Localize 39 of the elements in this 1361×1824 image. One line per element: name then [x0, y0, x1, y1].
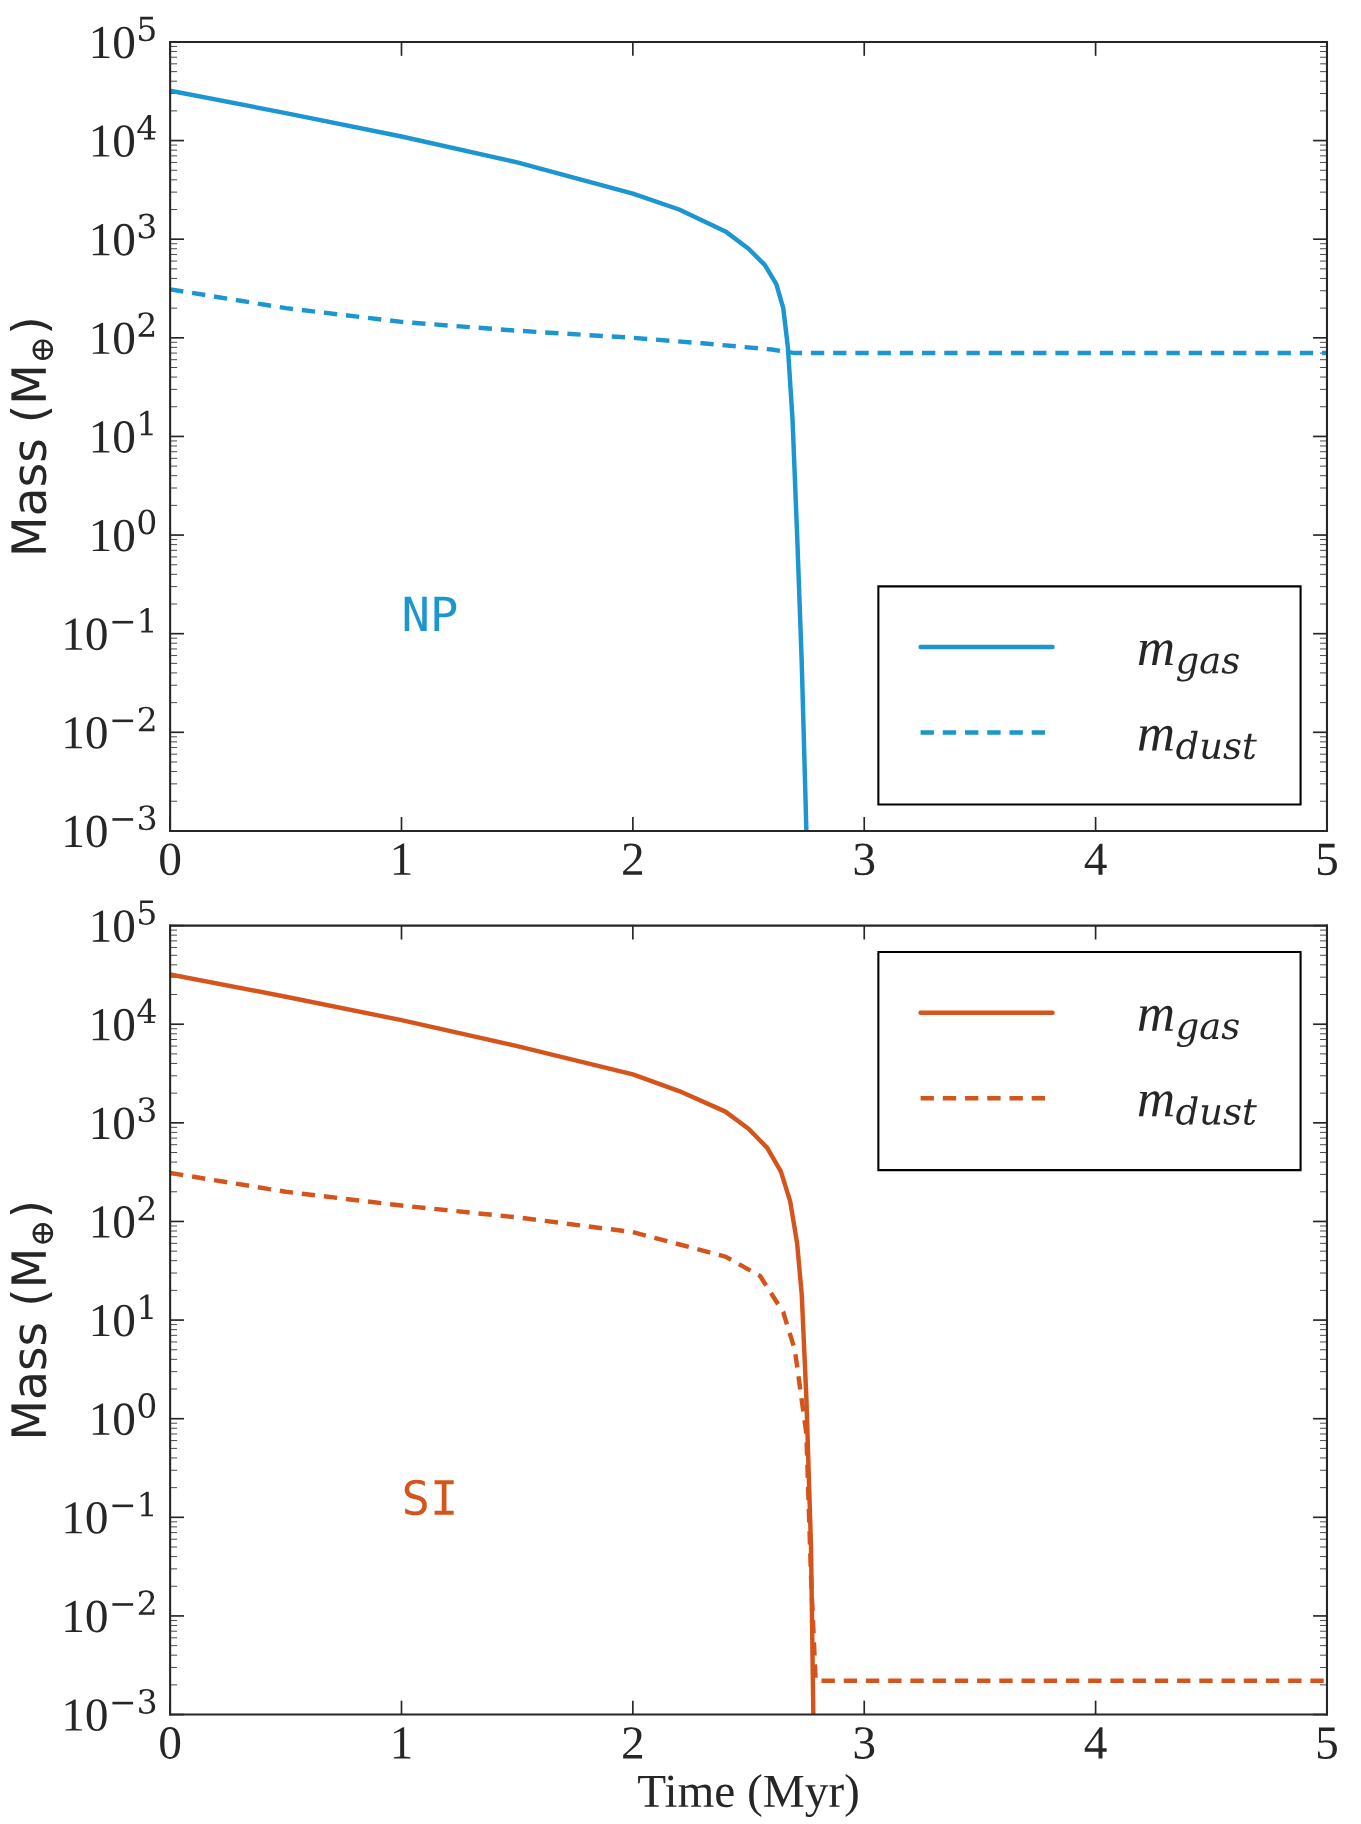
y-tick-label: 10$^{5}$ [92, 16, 155, 59]
x-tick-label: 5 [1317, 843, 1337, 876]
x-tick-label: 4 [1084, 1727, 1107, 1759]
legend-label: m$_{dust}$ [1138, 1091, 1257, 1125]
x-tick-label: 0 [160, 843, 181, 876]
y-tick-label: 10$^{0}$ [92, 509, 156, 552]
x-tick-label: 1 [393, 1727, 411, 1759]
y-tick-label: 10$^{2}$ [92, 1195, 155, 1238]
y-axis-title: Mass (M$_{⊕}$) [10, 320, 54, 553]
y-tick-label: 10$^{−1}$ [65, 608, 153, 651]
y-axis-title: Mass (M$_{⊕}$) [10, 1203, 54, 1437]
x-tick-label: 3 [854, 1727, 875, 1759]
x-tick-label: 0 [160, 1727, 181, 1759]
x-axis-title: Time (Myr) [638, 1774, 858, 1818]
x-tick-label: 4 [1084, 843, 1107, 875]
x-tick-label: 3 [854, 843, 875, 876]
y-tick-label: 10$^{−3}$ [65, 805, 156, 848]
y-tick-label: 10$^{3}$ [92, 1097, 155, 1140]
x-tick-label: 5 [1317, 1727, 1337, 1759]
y-tick-label: 10$^{−2}$ [65, 706, 155, 749]
annotation: SI [404, 1479, 454, 1516]
y-tick-label: 10$^{0}$ [92, 1393, 156, 1436]
legend-label: m$_{gas}$ [1138, 1005, 1239, 1048]
y-tick-label: 10$^{−3}$ [65, 1688, 156, 1732]
y-tick-label: 10$^{2}$ [92, 312, 155, 355]
y-tick-label: 10$^{4}$ [92, 114, 156, 158]
legend-label: m$_{gas}$ [1138, 640, 1239, 682]
legend-label: m$_{dust}$ [1138, 725, 1257, 760]
y-tick-label: 10$^{5}$ [92, 900, 155, 943]
y-tick-label: 10$^{1}$ [92, 1294, 153, 1337]
annotation: NP [404, 596, 457, 632]
y-tick-label: 10$^{1}$ [92, 410, 153, 453]
y-tick-label: 10$^{4}$ [92, 998, 156, 1041]
y-tick-label: 10$^{−2}$ [65, 1590, 155, 1633]
x-tick-label: 1 [393, 843, 411, 875]
y-tick-label: 10$^{−1}$ [65, 1491, 153, 1534]
x-tick-label: 2 [623, 843, 643, 875]
y-tick-label: 10$^{3}$ [92, 213, 155, 256]
x-tick-label: 2 [623, 1727, 643, 1759]
